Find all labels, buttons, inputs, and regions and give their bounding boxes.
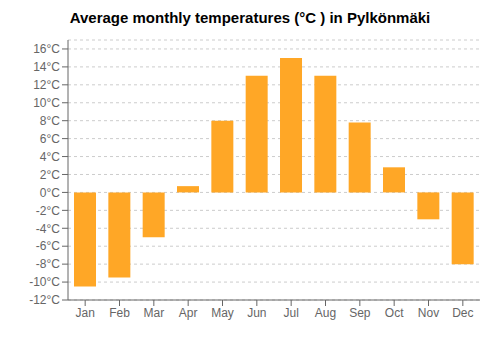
html-text:Average monthly temperatures (: Average monthly temperatures (°C ) in Py…	[69, 9, 431, 26]
svg-text:May: May	[211, 306, 234, 320]
svg-text:2°C: 2°C	[40, 168, 60, 182]
svg-text:Oct: Oct	[385, 306, 404, 320]
svg-text:16°C: 16°C	[33, 42, 60, 56]
svg-text:-10°C: -10°C	[29, 275, 60, 289]
svg-text:-12°C: -12°C	[29, 293, 60, 307]
svg-text:0°C: 0°C	[40, 186, 60, 200]
svg-text:-2°C: -2°C	[36, 204, 60, 218]
svg-text:Dec: Dec	[452, 306, 473, 320]
svg-text:Mar: Mar	[143, 306, 164, 320]
svg-text:14°C: 14°C	[33, 60, 60, 74]
svg-text:Jul: Jul	[283, 306, 298, 320]
svg-text:Apr: Apr	[179, 306, 198, 320]
svg-text:Jan: Jan	[75, 306, 94, 320]
svg-text:8°C: 8°C	[40, 114, 60, 128]
svg-text:Sep: Sep	[349, 306, 371, 320]
svg-text:Nov: Nov	[418, 306, 439, 320]
svg-text:Aug: Aug	[315, 306, 336, 320]
svg-text:12°C: 12°C	[33, 78, 60, 92]
svg-text:Jun: Jun	[247, 306, 266, 320]
svg-text:6°C: 6°C	[40, 132, 60, 146]
svg-text:-8°C: -8°C	[36, 257, 60, 271]
svg-text:Feb: Feb	[109, 306, 130, 320]
svg-text:-4°C: -4°C	[36, 222, 60, 236]
svg-text:-6°C: -6°C	[36, 239, 60, 253]
svg-text:10°C: 10°C	[33, 96, 60, 110]
svg-text:4°C: 4°C	[40, 150, 60, 164]
